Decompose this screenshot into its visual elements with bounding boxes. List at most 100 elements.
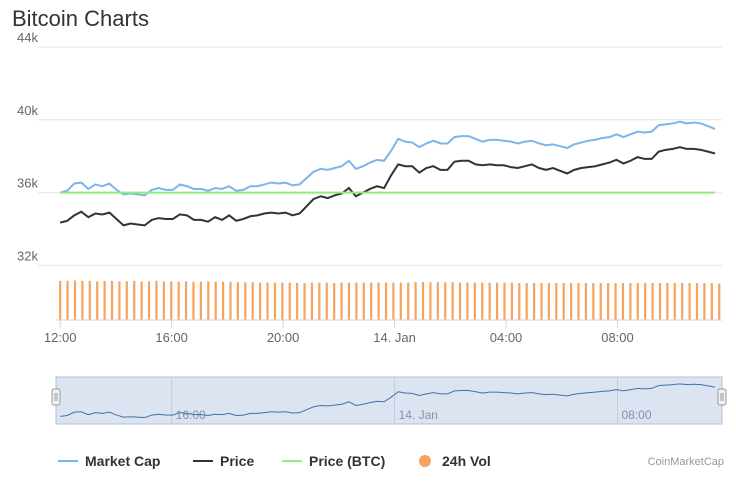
legend-label: 24h Vol	[442, 453, 491, 469]
volume-bar	[244, 282, 247, 320]
legend-item[interactable]: Price (BTC)	[282, 453, 385, 469]
navigator-tick-label: 08:00	[622, 408, 652, 422]
legend-item[interactable]: 24h Vol	[419, 453, 491, 469]
volume-bar	[658, 283, 662, 320]
volume-bar	[355, 282, 358, 320]
y-tick-label: 32k	[17, 248, 38, 263]
volume-bar	[133, 280, 136, 320]
volume-bar	[614, 283, 617, 320]
legend-label: Price	[220, 453, 254, 469]
volume-bar	[407, 282, 410, 320]
volume-bar	[310, 282, 314, 320]
volume-bar	[192, 281, 195, 320]
x-tick-label: 04:00	[490, 330, 523, 345]
volume-bar	[303, 283, 306, 320]
volume-bar	[651, 283, 654, 320]
volume-bar	[214, 281, 217, 320]
navigator-left-handle[interactable]	[51, 388, 61, 406]
chart-title: Bitcoin Charts	[12, 6, 149, 31]
volume-bar	[599, 283, 602, 320]
volume-bar	[495, 282, 499, 320]
volume-bar	[281, 282, 284, 320]
volume-bar	[414, 282, 417, 320]
volume-bar	[525, 283, 528, 320]
legend-item[interactable]: Market Cap	[58, 453, 160, 469]
volume-bar	[207, 281, 210, 320]
volume-bar	[429, 282, 432, 320]
volume-bar	[377, 282, 380, 320]
volume-bar	[592, 283, 595, 320]
volume-bar	[273, 282, 277, 320]
navigator-right-handle[interactable]	[717, 388, 727, 406]
volume-bar	[177, 281, 180, 320]
volume-bar	[399, 282, 402, 320]
navigator-tick-label: 14. Jan	[399, 408, 438, 422]
volume-bar	[81, 280, 84, 320]
volume-bar	[333, 283, 336, 320]
volume-bar	[584, 283, 588, 320]
volume-bar	[695, 283, 699, 320]
legend-label: Price (BTC)	[309, 453, 385, 469]
volume-bar	[451, 282, 454, 320]
navigator[interactable]: 16:00 14. Jan 08:00	[51, 376, 727, 425]
volume-bar	[688, 283, 691, 320]
volume-bar	[288, 282, 291, 320]
volume-bar	[236, 282, 239, 320]
navigator-tick-label: 16:00	[176, 408, 206, 422]
volume-bar	[340, 282, 343, 320]
volume-bar	[59, 280, 62, 320]
x-tick-label: 08:00	[601, 330, 634, 345]
volume-bar	[370, 282, 373, 320]
volume-bar	[103, 280, 106, 320]
volume-bar	[629, 283, 632, 320]
price-line	[59, 146, 716, 227]
volume-bar	[66, 280, 69, 320]
volume-bar	[458, 282, 462, 320]
volume-bar	[666, 283, 669, 320]
legend-item[interactable]: Price	[193, 453, 254, 469]
volume-bar	[110, 280, 114, 320]
y-tick-label: 44k	[17, 30, 38, 45]
x-axis: 12:00 16:00 20:00 14. Jan 04:00 08:00	[44, 319, 722, 345]
x-tick-label: 14. Jan	[373, 330, 416, 345]
volume-bar	[547, 283, 551, 320]
volume-bar	[199, 281, 202, 320]
volume-bar	[710, 283, 713, 320]
series-lines	[59, 120, 716, 227]
volume-bar	[259, 282, 262, 320]
y-axis-labels: 32k 36k 40k 44k	[17, 30, 38, 263]
navigator-series-line	[60, 383, 716, 419]
volume-bar	[444, 282, 447, 320]
volume-bar	[88, 280, 91, 320]
volume-bar	[266, 282, 269, 320]
volume-bar	[570, 283, 573, 320]
volume-bar	[362, 282, 365, 320]
volume-bar	[347, 282, 351, 320]
volume-bar	[147, 281, 151, 320]
volume-bar	[644, 283, 647, 320]
volume-bar	[392, 282, 395, 320]
volume-bar	[703, 283, 706, 320]
volume-bar	[503, 282, 506, 320]
grid-lines	[38, 46, 722, 266]
volume-bar	[325, 282, 328, 320]
volume-bar	[155, 280, 158, 320]
volume-bar	[140, 281, 143, 320]
x-tick-label: 16:00	[155, 330, 188, 345]
volume-bar	[118, 281, 121, 320]
legend[interactable]: Market Cap Price Price (BTC) 24h Vol	[58, 453, 491, 469]
volume-bar	[562, 283, 565, 320]
x-tick-label: 20:00	[267, 330, 300, 345]
volume-bar	[532, 283, 536, 320]
volume-bar	[251, 282, 254, 320]
volume-bar	[718, 283, 721, 320]
volume-bar	[229, 281, 232, 320]
volume-bar	[421, 282, 425, 320]
legend-marker	[419, 455, 431, 467]
volume-bar	[466, 282, 469, 320]
volume-bar	[540, 283, 543, 320]
volume-bar	[673, 283, 676, 320]
volume-bar	[436, 282, 439, 320]
volume-bar	[296, 283, 299, 320]
